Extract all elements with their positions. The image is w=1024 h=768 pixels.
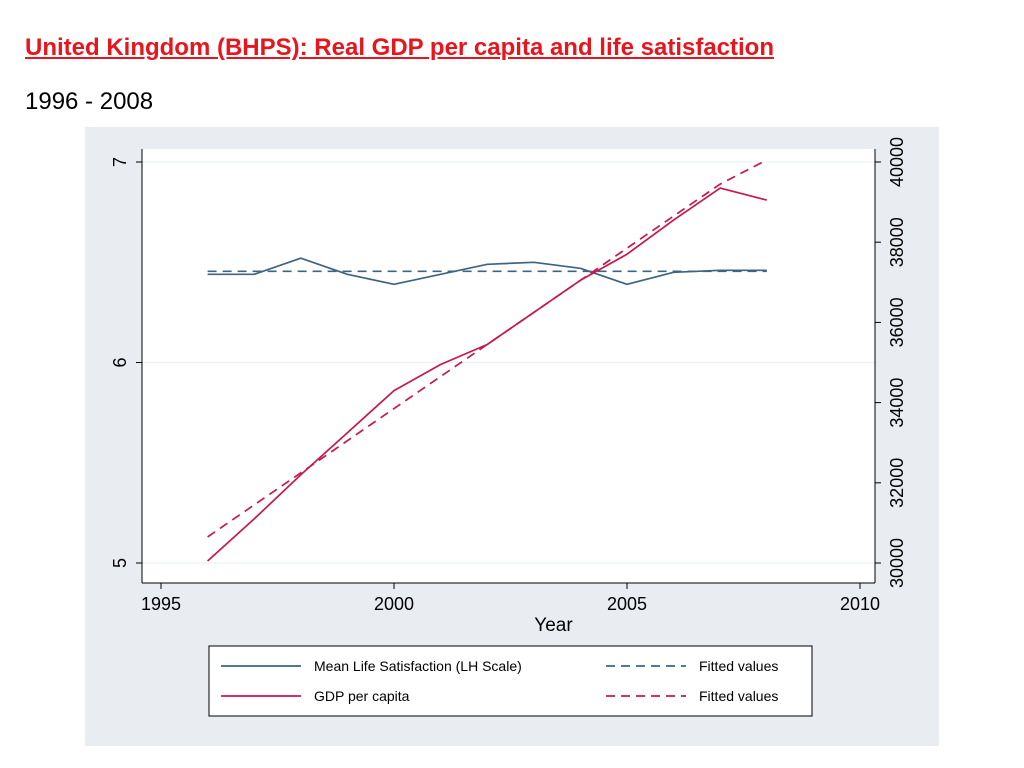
x-tick-label: 2000 (374, 594, 414, 614)
chart: 1995 2000 2005 2010 Year 5 6 7 30000 32000 34000 36… (110, 137, 907, 717)
y-right-tick-label: 36000 (887, 297, 907, 347)
gdp-line (207, 187, 768, 562)
x-axis-label: Year (534, 615, 573, 636)
y-right-tick-label: 38000 (887, 217, 907, 267)
legend-label: Fitted values (699, 658, 778, 674)
x-tick-label: 1995 (141, 594, 181, 614)
legend-label: GDP per capita (314, 688, 410, 704)
x-tick-label: 2005 (607, 594, 647, 614)
gdp-fitted-line (207, 159, 768, 538)
y-right-tick-label: 34000 (887, 378, 907, 428)
plot-area (142, 149, 875, 583)
chart-panel: 1995 2000 2005 2010 Year 5 6 7 30000 32000 34000 36… (85, 127, 939, 746)
legend (208, 645, 813, 717)
y-right-tick-label: 32000 (887, 458, 907, 508)
y-right-tick-label: 30000 (887, 538, 907, 588)
slide-subtitle: 1996 - 2008 (25, 88, 154, 115)
slide-title: United Kingdom (BHPS): Real GDP per capi… (25, 34, 775, 61)
y-left-tick-label: 6 (110, 357, 130, 367)
y-left-tick-label: 7 (110, 157, 130, 167)
legend-label: Mean Life Satisfaction (LH Scale) (314, 658, 522, 674)
x-tick-label: 2010 (840, 594, 880, 614)
life-satisfaction-line (207, 257, 767, 286)
legend-label: Fitted values (699, 688, 778, 704)
y-right-tick-label: 40000 (887, 137, 907, 187)
y-left-tick-label: 5 (110, 558, 130, 568)
